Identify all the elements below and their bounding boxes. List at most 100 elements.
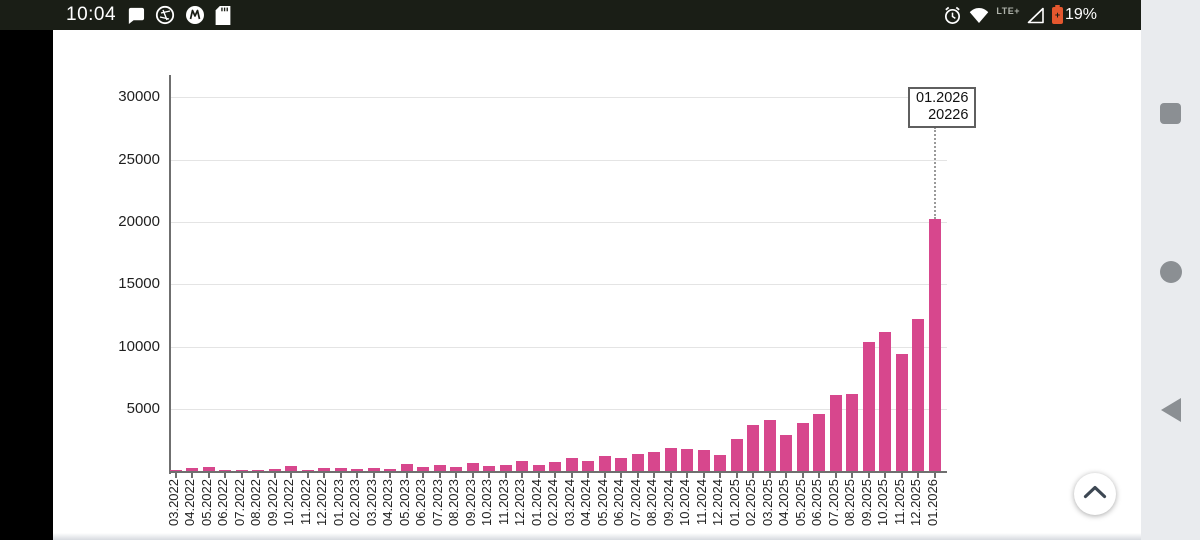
bar-01.2025[interactable] bbox=[730, 439, 743, 472]
x-tick-label: 12.2024 bbox=[710, 479, 725, 526]
bar-09.2022[interactable] bbox=[268, 468, 281, 472]
x-tick bbox=[537, 472, 540, 478]
bar-08.2025[interactable] bbox=[846, 394, 858, 472]
bar-11.2022[interactable] bbox=[301, 469, 314, 472]
x-tick bbox=[719, 472, 721, 478]
bar-11.2024[interactable] bbox=[697, 450, 710, 472]
x-tick-label: 07.2025 bbox=[825, 479, 841, 526]
bar-12.2023[interactable] bbox=[516, 460, 528, 472]
bar-06.2023[interactable] bbox=[417, 466, 429, 472]
bar-03.2025[interactable] bbox=[763, 419, 776, 472]
x-tick bbox=[455, 472, 457, 478]
bar-10.2023[interactable] bbox=[483, 465, 495, 472]
x-tick-label: 04.2023 bbox=[380, 479, 395, 526]
bar-01.2024[interactable] bbox=[532, 465, 545, 472]
bar-11.2025[interactable] bbox=[895, 354, 908, 472]
x-tick-label: 05.2022 bbox=[198, 479, 214, 526]
bar-10.2025[interactable] bbox=[879, 331, 891, 472]
x-tick bbox=[570, 472, 573, 478]
bar-12.2022[interactable] bbox=[318, 467, 330, 472]
bar-01.2023[interactable] bbox=[334, 468, 347, 472]
x-tick-label: 02.2024 bbox=[545, 479, 560, 526]
gridline bbox=[171, 159, 947, 161]
bar-07.2024[interactable] bbox=[631, 454, 644, 472]
x-tick-label: 11.2023 bbox=[495, 479, 511, 526]
x-tick-label: 12.2022 bbox=[314, 479, 329, 526]
x-tick-label: 11.2022 bbox=[297, 479, 313, 526]
bar-09.2024[interactable] bbox=[664, 447, 677, 472]
bar-05.2022[interactable] bbox=[202, 466, 215, 472]
x-tick-label: 07.2023 bbox=[429, 479, 445, 526]
recents-button[interactable] bbox=[1141, 83, 1200, 143]
x-tick bbox=[900, 472, 903, 478]
x-tick-label: 09.2022 bbox=[264, 479, 280, 526]
x-tick bbox=[702, 472, 705, 478]
x-tick-label: 08.2022 bbox=[248, 479, 263, 526]
x-tick bbox=[752, 472, 754, 478]
bar-02.2025[interactable] bbox=[747, 425, 759, 472]
bar-03.2023[interactable] bbox=[367, 468, 380, 472]
gridline bbox=[171, 221, 947, 223]
bar-12.2025[interactable] bbox=[912, 318, 924, 472]
bar-09.2025[interactable] bbox=[862, 342, 875, 472]
bar-04.2022[interactable] bbox=[186, 468, 198, 472]
bar-12.2024[interactable] bbox=[714, 454, 726, 472]
x-tick bbox=[240, 472, 243, 478]
home-button[interactable] bbox=[1141, 242, 1200, 302]
x-tick-label: 12.2025 bbox=[908, 479, 923, 526]
gridline bbox=[171, 346, 947, 348]
x-tick bbox=[521, 472, 523, 478]
bar-04.2023[interactable] bbox=[384, 468, 396, 472]
x-tick bbox=[306, 472, 309, 478]
bar-08.2024[interactable] bbox=[648, 451, 660, 472]
x-tick bbox=[257, 472, 259, 478]
bar-05.2024[interactable] bbox=[598, 456, 611, 472]
bar-10.2022[interactable] bbox=[285, 465, 297, 472]
x-tick-label: 04.2022 bbox=[182, 479, 197, 526]
app-content: 5000 10000 15000 20000 25000 30000 03.2022 04.… bbox=[53, 30, 1141, 540]
bar-06.2025[interactable] bbox=[813, 414, 825, 472]
bar-07.2025[interactable] bbox=[829, 395, 842, 472]
x-tick bbox=[471, 472, 474, 478]
bar-02.2024[interactable] bbox=[549, 462, 561, 472]
x-tick-label: 10.2024 bbox=[677, 479, 692, 526]
x-tick-label: 06.2024 bbox=[611, 479, 626, 526]
x-tick-label: 03.2023 bbox=[363, 479, 379, 526]
x-tick bbox=[669, 472, 672, 478]
x-tick-label: 07.2022 bbox=[231, 479, 247, 526]
bar-03.2024[interactable] bbox=[565, 457, 578, 472]
tooltip-value: 20226 bbox=[928, 107, 969, 123]
bar-08.2023[interactable] bbox=[450, 467, 462, 472]
x-tick-label: 09.2023 bbox=[462, 479, 478, 526]
bar-11.2023[interactable] bbox=[499, 464, 512, 472]
display-cutout-strip bbox=[0, 30, 53, 540]
back-triangle-icon bbox=[1160, 398, 1181, 422]
bar-02.2023[interactable] bbox=[351, 469, 363, 472]
x-tick bbox=[834, 472, 837, 478]
gridline bbox=[171, 284, 947, 286]
motorola-icon bbox=[185, 5, 205, 25]
browser-globe-icon bbox=[155, 5, 175, 25]
bar-07.2023[interactable] bbox=[433, 465, 446, 472]
x-tick-label: 06.2022 bbox=[215, 479, 230, 526]
bar-06.2024[interactable] bbox=[615, 458, 627, 472]
bar-05.2023[interactable] bbox=[400, 463, 413, 472]
x-tick bbox=[191, 472, 193, 478]
x-tick bbox=[405, 472, 408, 478]
x-tick-label: 10.2022 bbox=[281, 479, 296, 526]
bar-07.2022[interactable] bbox=[235, 469, 248, 472]
cellular-signal-icon bbox=[1027, 7, 1045, 24]
back-button[interactable] bbox=[1141, 380, 1200, 440]
x-tick bbox=[356, 472, 358, 478]
bar-05.2025[interactable] bbox=[796, 422, 809, 472]
bar-01.2026[interactable] bbox=[928, 219, 941, 472]
bar-10.2024[interactable] bbox=[681, 448, 693, 472]
wifi-icon bbox=[969, 7, 989, 24]
bar-09.2023[interactable] bbox=[466, 463, 479, 472]
bar-04.2025[interactable] bbox=[780, 434, 792, 472]
bar-04.2024[interactable] bbox=[582, 460, 594, 472]
x-tick-label: 10.2025 bbox=[875, 479, 890, 526]
status-bar: 10:04 bbox=[0, 0, 1141, 30]
scroll-to-top-button[interactable] bbox=[1074, 473, 1116, 515]
